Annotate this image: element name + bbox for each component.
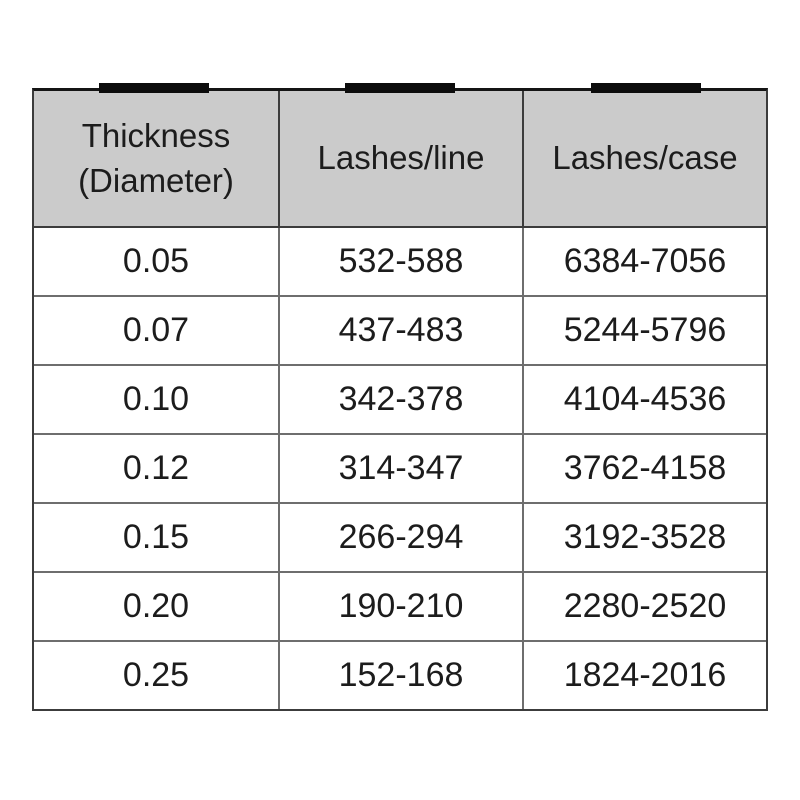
table-cell: 4104-4536 bbox=[522, 366, 766, 433]
table-cell: 0.25 bbox=[122, 656, 190, 694]
col-header-thickness-line2: (Diameter) bbox=[78, 161, 234, 199]
table-cell: 3192-3528 bbox=[522, 504, 766, 571]
col-header-lashes-per-line: Lashes/line bbox=[278, 91, 522, 226]
col-header-lashes-per-line-label: Lashes/line bbox=[317, 139, 485, 177]
table-row: 0.20 190-210 2280-2520 bbox=[34, 571, 766, 640]
lash-count-table: Thickness (Diameter) Lashes/line Lashes/… bbox=[32, 83, 768, 711]
table-body: 0.05 532-588 6384-7056 0.07 437-483 5244-5796… bbox=[34, 228, 766, 709]
table-cell: 0.10 bbox=[122, 380, 190, 418]
table-row: 0.07 437-483 5244-5796 bbox=[34, 295, 766, 364]
col-header-lashes-per-case-label: Lashes/case bbox=[552, 139, 738, 177]
table-row: 0.15 266-294 3192-3528 bbox=[34, 502, 766, 571]
table-cell: 0.15 bbox=[122, 518, 190, 556]
table-cell: 2280-2520 bbox=[522, 573, 766, 640]
col-header-thickness-line1: Thickness bbox=[81, 116, 231, 154]
table-cell: 314-347 bbox=[278, 435, 522, 502]
column-marker-2 bbox=[345, 83, 455, 93]
table-row: 0.25 152-168 1824-2016 bbox=[34, 640, 766, 709]
table-cell: 3762-4158 bbox=[522, 435, 766, 502]
table-cell: 266-294 bbox=[278, 504, 522, 571]
table-cell: 1824-2016 bbox=[522, 642, 766, 709]
table-cell: 5244-5796 bbox=[522, 297, 766, 364]
table-row: 0.10 342-378 4104-4536 bbox=[34, 364, 766, 433]
table-cell: 0.20 bbox=[122, 587, 190, 625]
table-row: 0.12 314-347 3762-4158 bbox=[34, 433, 766, 502]
col-header-thickness-diameter: Thickness (Diameter) bbox=[34, 91, 278, 226]
table-cell: 437-483 bbox=[278, 297, 522, 364]
column-marker-3 bbox=[591, 83, 701, 93]
table-row: 0.05 532-588 6384-7056 bbox=[34, 228, 766, 295]
column-marker-1 bbox=[99, 83, 209, 93]
table-header-row: Thickness (Diameter) Lashes/line Lashes/… bbox=[34, 91, 766, 228]
col-header-lashes-per-case: Lashes/case bbox=[522, 91, 766, 226]
table-cell: 342-378 bbox=[278, 366, 522, 433]
table-cell: 152-168 bbox=[278, 642, 522, 709]
table-cell: 0.07 bbox=[122, 311, 190, 349]
table-cell: 6384-7056 bbox=[522, 228, 766, 295]
table-cell: 190-210 bbox=[278, 573, 522, 640]
table-cell: 0.05 bbox=[122, 242, 190, 280]
table-cell: 532-588 bbox=[278, 228, 522, 295]
table-cell: 0.12 bbox=[122, 449, 190, 487]
